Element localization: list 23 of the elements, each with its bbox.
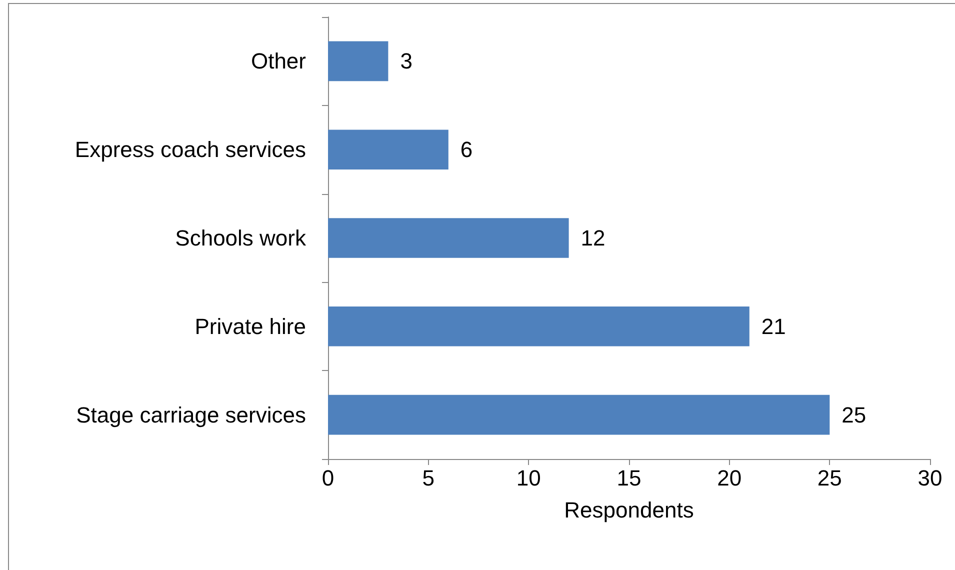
data-label: 12 xyxy=(580,226,606,250)
data-label: 25 xyxy=(842,402,866,428)
y-tick-label: Express coach services xyxy=(74,137,306,162)
bar xyxy=(328,130,448,170)
y-tick-label: Schools work xyxy=(175,226,307,250)
x-tick-label: 15 xyxy=(616,466,642,490)
y-tick-label: Private hire xyxy=(194,314,306,339)
bar xyxy=(328,218,569,258)
x-tick-label: 5 xyxy=(422,466,434,490)
bar xyxy=(328,394,830,435)
bar xyxy=(328,41,388,82)
x-axis-title: Respondents xyxy=(564,498,694,522)
x-tick-label: 10 xyxy=(516,466,541,490)
y-tick-label: Other xyxy=(250,48,306,74)
bar xyxy=(328,306,750,346)
x-tick-label: 30 xyxy=(918,466,942,490)
x-tick-label: 0 xyxy=(322,466,334,490)
y-tick-label: Stage carriage services xyxy=(76,402,306,428)
data-label: 6 xyxy=(460,137,473,162)
data-label: 3 xyxy=(400,48,412,74)
x-tick-label: 20 xyxy=(717,466,742,490)
data-label: 21 xyxy=(761,314,786,339)
x-tick-label: 25 xyxy=(817,466,842,490)
